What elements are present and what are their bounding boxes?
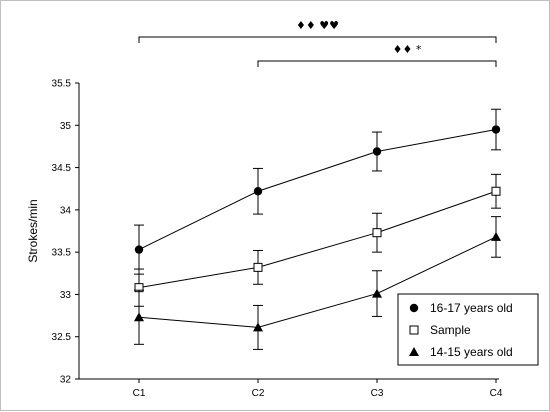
series-2 [134,173,501,307]
x-axis-ticks: C1 C2 C3 C4 [133,379,503,399]
data-point [409,325,419,335]
data-point [491,125,501,134]
significance-brackets: ♦♦ ♥♥ ♦♦ * [138,19,497,67]
data-point [372,228,382,238]
legend-label: Sample [430,323,471,337]
y-tick-label: 35.5 [52,79,72,90]
significance-bracket [138,36,497,43]
x-tick-label: C4 [490,388,503,399]
data-point [409,303,419,313]
data-point [134,312,144,322]
y-axis-ticks: 32 32.5 33 33.5 34 34.5 35 35.5 [52,79,79,386]
legend-item: Sample [409,323,471,337]
legend-box [397,293,539,366]
x-tick-label: C1 [133,388,146,399]
y-tick-label: 34.5 [52,163,72,174]
legend-item: 16-17 years old [409,301,513,315]
data-point [372,147,382,156]
significance-label: ♦♦ * [393,43,422,56]
legend-item: 14-15 years old [409,345,513,359]
data-point [253,187,263,196]
y-tick-label: 32 [60,375,72,386]
series-line [138,129,497,251]
y-tick-label: 34 [60,205,72,216]
legend-label: 16-17 years old [430,301,513,315]
y-tick-label: 32.5 [52,332,72,343]
y-tick-label: 35 [60,121,72,132]
plot-area [134,108,501,350]
data-point [253,322,263,332]
series-1 [134,108,501,275]
data-point [491,231,501,241]
series-line [138,190,497,289]
series-3 [134,216,501,350]
significance-bracket [257,60,497,67]
x-tick-label: C3 [371,388,384,399]
legend-label: 14-15 years old [430,345,513,359]
data-point [134,245,144,254]
x-tick-label: C2 [252,388,265,399]
data-point [409,347,419,356]
series-line [138,236,497,328]
y-axis-label: Strokes/min [26,199,40,262]
data-point [253,262,263,272]
y-tick-label: 33 [60,290,72,301]
axes [78,83,499,380]
y-tick-label: 33.5 [52,248,72,259]
legend: 16-17 years old Sample 14-15 years old [397,293,539,366]
data-point [491,186,501,196]
significance-label: ♦♦ ♥♥ [296,19,339,32]
data-point [372,288,382,298]
